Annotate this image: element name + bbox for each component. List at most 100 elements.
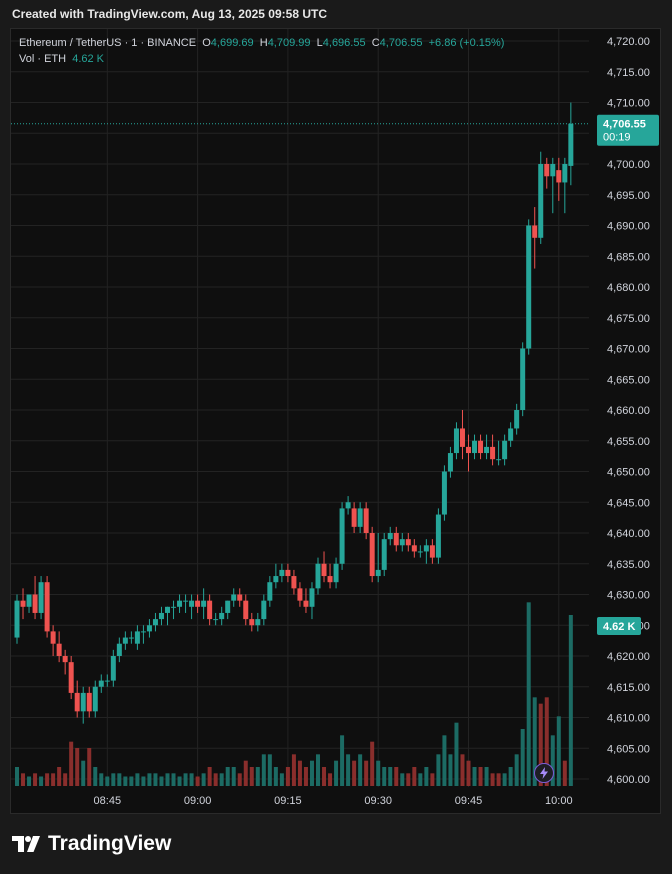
candle-body [243,600,249,620]
volume-bar [21,773,26,786]
candle-body [375,569,381,577]
candle-body [381,539,387,570]
volume-bar [213,773,218,786]
candle-body [441,471,447,515]
volume-bar [153,773,158,786]
candle-body [207,600,213,620]
y-tick-label: 4,630.00 [607,590,650,602]
candle-body [387,533,393,540]
open-label: O [202,37,211,49]
candle-body [496,459,502,461]
volume-bar [448,754,453,786]
volume-bar [225,767,230,786]
volume-bar [514,754,519,786]
x-tick-label: 09:00 [184,795,212,807]
candle-body [152,619,158,626]
volume-bar [189,773,194,786]
volume-bar [484,767,489,786]
volume-bar [129,776,134,786]
volume-bar [273,767,278,786]
x-tick-label: 08:45 [94,795,122,807]
candle-body [255,619,261,626]
volume-bar [478,767,483,786]
y-tick-label: 4,710.00 [607,98,650,110]
volume-bar [520,729,525,786]
volume-bar [267,754,272,786]
volume-bar [424,767,429,786]
volume-bar [51,773,56,786]
candle-body [285,569,291,577]
volume-bar [285,767,290,786]
candle-body [32,594,38,613]
candle-body [44,582,50,632]
tradingview-logo-icon [12,836,40,852]
volume-bar [538,703,543,786]
candle-body [502,440,508,460]
candle-body [219,612,225,620]
volume-bar [526,602,531,786]
candle-body [249,619,255,626]
candle-body [351,508,357,527]
candle-body [297,588,303,601]
volume-bar [460,754,465,786]
volume-bar [45,773,50,786]
candle-body [273,576,279,583]
candle-body [195,600,201,607]
x-tick-label: 09:45 [455,795,483,807]
volume-bar [165,773,170,786]
volume-bar [99,773,104,786]
volume-bar [340,735,345,786]
candle-body [345,502,351,509]
volume-bar [261,754,266,786]
tradingview-logo[interactable]: TradingView [12,832,171,856]
countdown-badge-value: 00:19 [603,132,631,144]
volume-bar [291,754,296,786]
candle-body [116,643,122,656]
candle-body [508,428,514,441]
volume-bar [117,773,122,786]
candle-body [231,594,237,601]
volume-bar [568,615,573,786]
y-tick-label: 4,700.00 [607,159,650,171]
volume-bar [27,776,32,786]
y-tick-label: 4,695.00 [607,190,650,202]
volume-bar [388,767,393,786]
candle-body [357,508,363,527]
volume-bar [93,767,98,786]
high-value: 4,709.99 [267,37,311,49]
close-value: 4,706.55 [379,37,423,49]
chart-panel[interactable]: 4,600.00 4,605.00 4,610.00 4,615.00 4,620.00… [10,28,661,814]
candlestick-chart[interactable]: 4,600.00 4,605.00 4,610.00 4,615.00 4,620.00… [11,29,661,814]
candle-body [134,631,140,644]
volume-bar [334,760,339,786]
candle-body [261,600,267,620]
symbol-label[interactable]: Ethereum / TetherUS · 1 · BINANCE [19,37,197,49]
candle-body [327,576,333,583]
low-label: L [316,37,323,49]
volume-bar [562,760,567,786]
y-tick-label: 4,615.00 [607,682,650,694]
candle-body [309,588,315,607]
lightning-icon[interactable] [534,763,554,783]
candle-body [417,551,423,553]
low-value: 4,696.55 [322,37,366,49]
volume-bar [279,773,284,786]
volume-bar [57,767,62,786]
candle-body [20,600,26,607]
volume-bar [328,773,333,786]
volume-bar [412,767,417,786]
candle-body [556,170,562,183]
volume-bar [394,767,399,786]
candle-body [14,600,20,638]
volume-bar [87,748,92,786]
volume-label[interactable]: Vol · ETH [19,53,67,65]
volume-bar [135,773,140,786]
volume-bar [237,773,242,786]
y-tick-label: 4,645.00 [607,497,650,509]
y-tick-label: 4,690.00 [607,221,650,233]
volume-bar [382,767,387,786]
volume-bar [472,767,477,786]
ohlc-row: Ethereum / TetherUS · 1 · BINANCE O4,699… [19,35,504,51]
y-tick-label: 4,680.00 [607,282,650,294]
candle-body [550,164,556,177]
